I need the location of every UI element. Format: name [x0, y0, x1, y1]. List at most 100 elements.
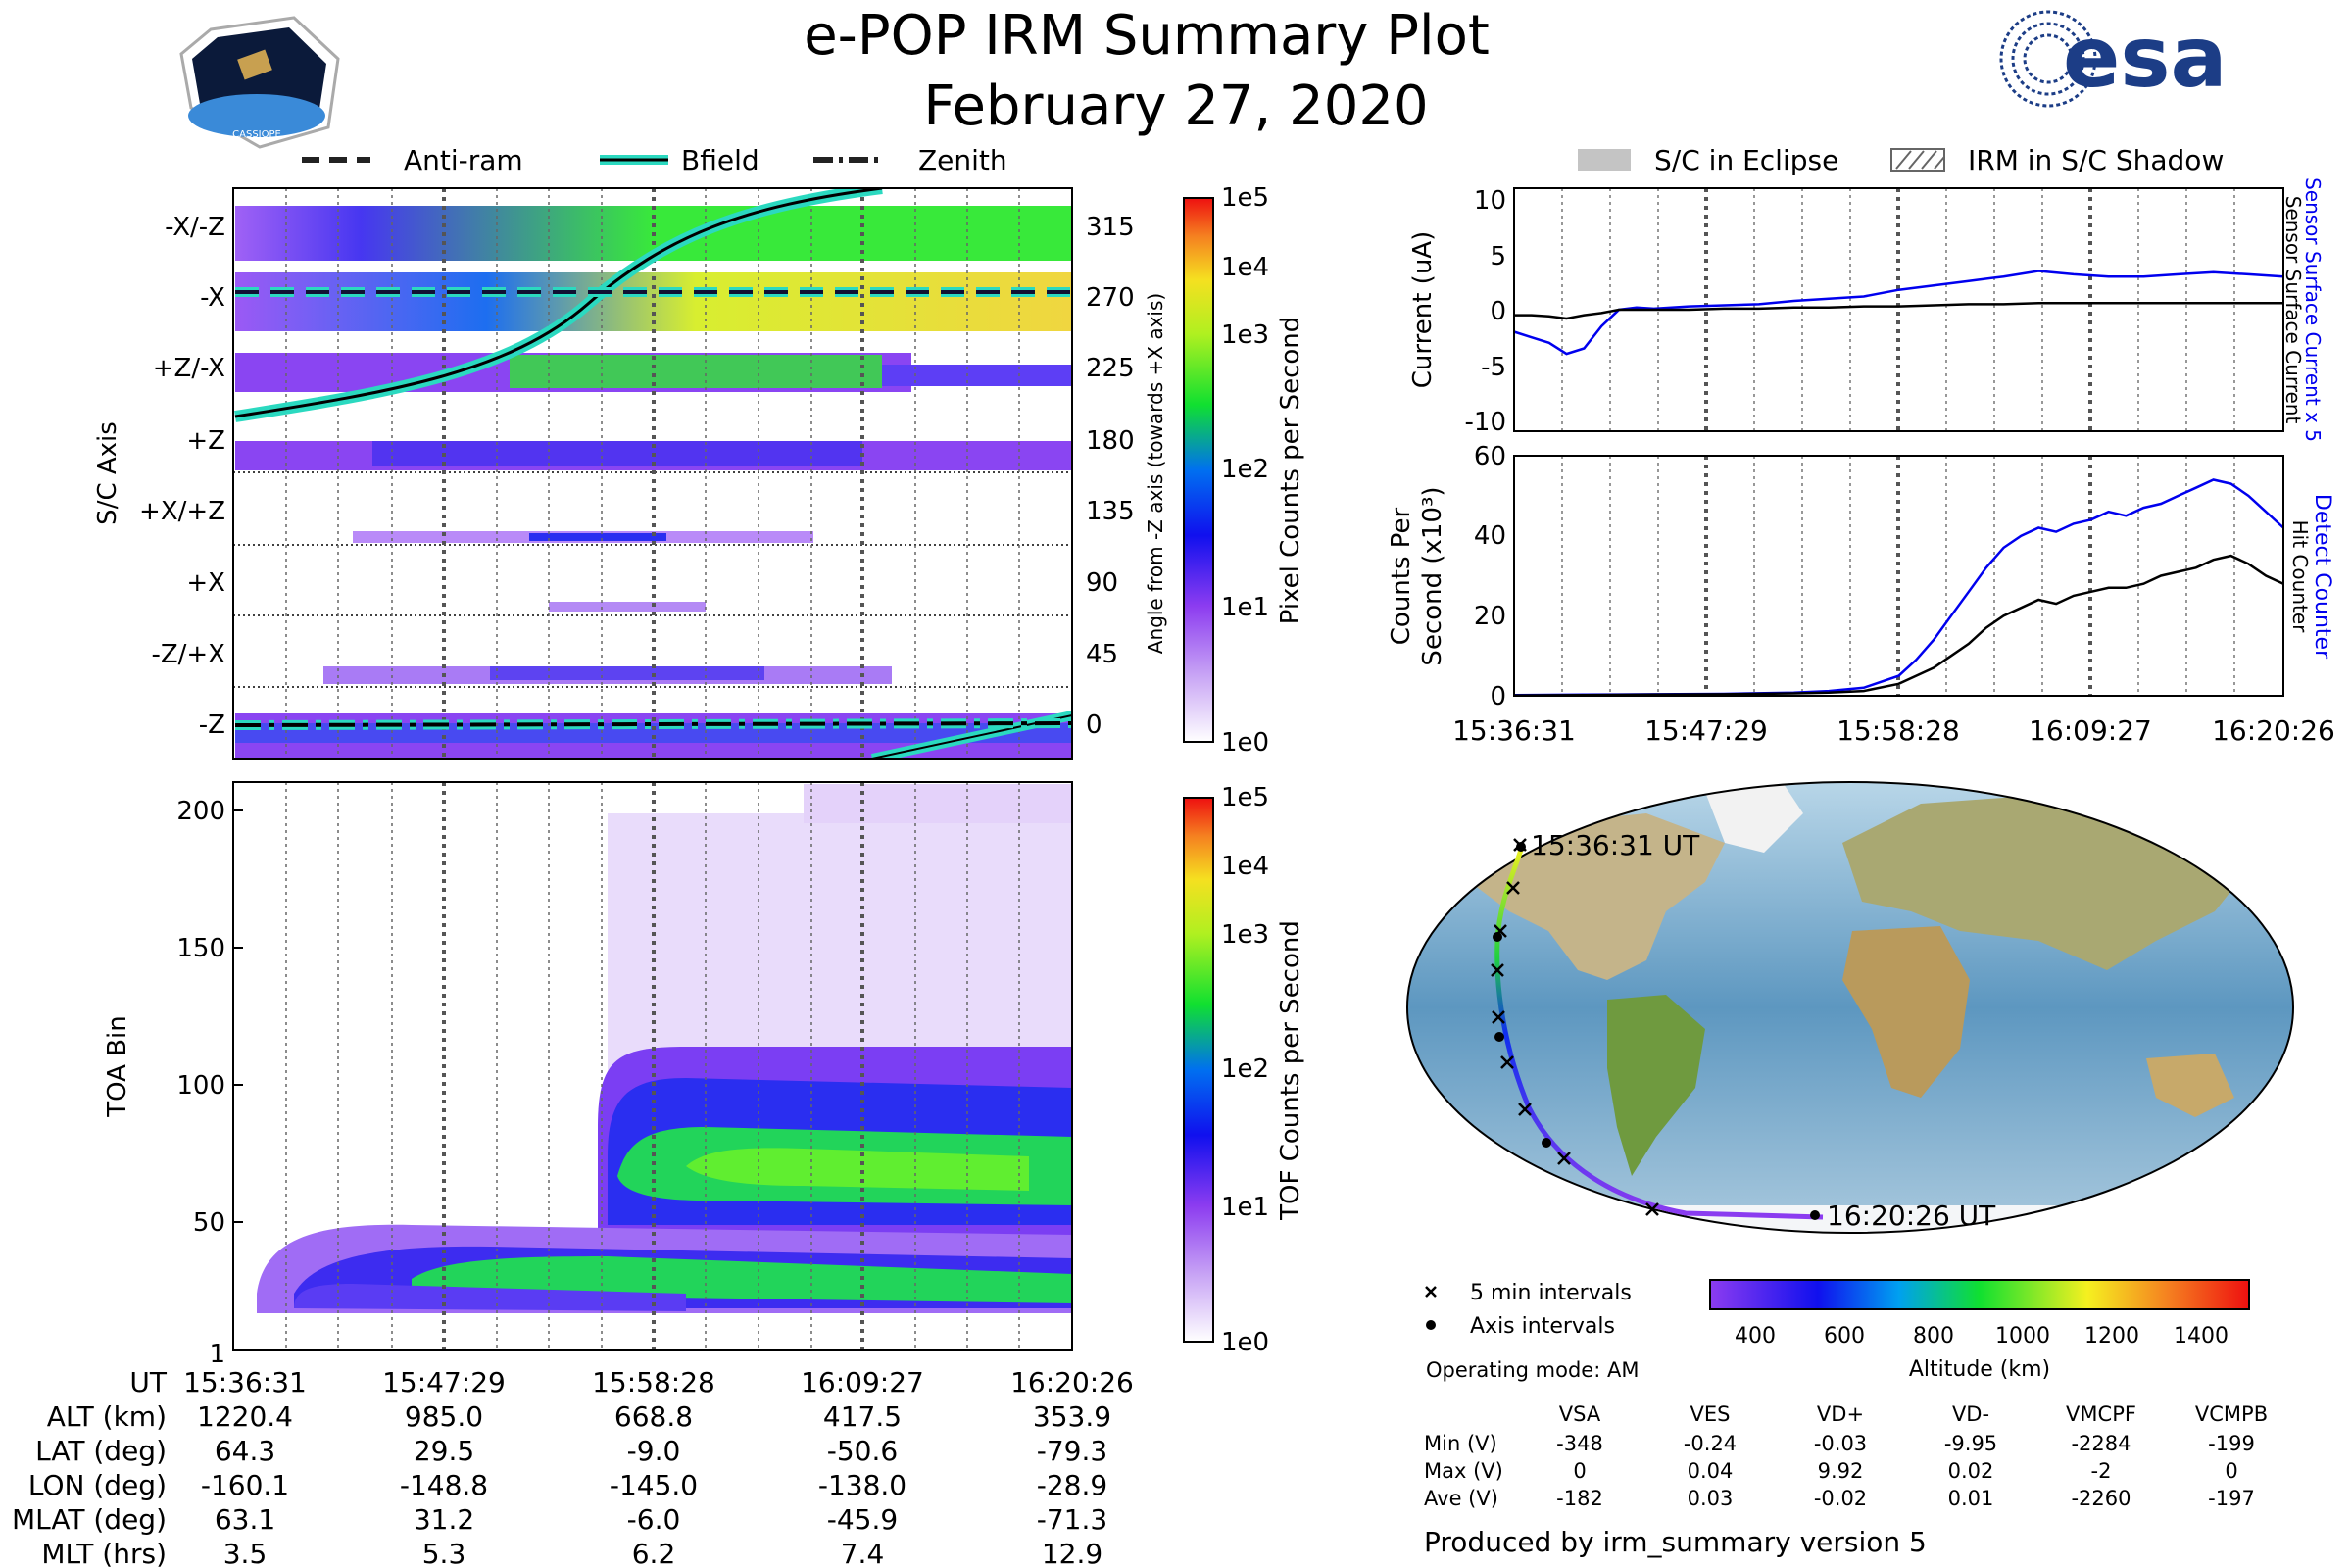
legend-cross-label: 5 min intervals: [1470, 1281, 1632, 1305]
axis-label-px: +X: [186, 568, 225, 598]
eph-ut-3: 16:09:27: [801, 1366, 924, 1398]
volt-row-max: Max (V): [1424, 1459, 1503, 1483]
eph-lat-0: 64.3: [215, 1435, 275, 1467]
eph-lat-3: -50.6: [827, 1435, 898, 1467]
land-africa: [1842, 926, 1970, 1098]
eph-lon-3: -138.0: [818, 1469, 906, 1501]
plot-date: February 27, 2020: [923, 74, 1428, 138]
volt-row-min: Min (V): [1424, 1432, 1497, 1455]
eph-mlt-4: 12.9: [1042, 1538, 1102, 1568]
counts-right-label-black: Hit Counter: [2288, 520, 2312, 633]
eph-lon-4: -28.9: [1037, 1469, 1107, 1501]
volt-max-2: 9.92: [1818, 1459, 1864, 1483]
eph-mlt-3: 7.4: [841, 1538, 885, 1568]
pixel-cb-tick-1e2: 1e2: [1221, 455, 1269, 484]
pixel-cb-tick-1e5: 1e5: [1221, 183, 1269, 213]
alt-tick-600: 600: [1824, 1324, 1865, 1348]
angle-tick-270: 270: [1086, 283, 1135, 313]
eph-alt-0: 1220.4: [197, 1400, 293, 1433]
eph-label-mlt: MLT (hrs): [41, 1538, 167, 1568]
angle-tick-315: 315: [1086, 213, 1135, 242]
legend-top-left: Anti-ram Bfield Zenith: [302, 144, 1007, 176]
esa-logo: esa: [1999, 9, 2228, 108]
altitude-colorbar: 400 600 800 1000 1200 1400 Altitude (km): [1709, 1279, 2250, 1382]
legend-bfield-label: Bfield: [681, 144, 760, 176]
volt-col-vmcpf: VMCPF: [2066, 1402, 2136, 1426]
volt-ave-5: -197: [2208, 1487, 2255, 1510]
sc-axis-panel: -X/-Z -X +Z/-X +Z +X/+Z +X -Z/+X -Z S/C …: [93, 187, 1167, 760]
current-panel: 10 5 0 -5 -10 Current (uA) Sensor Surfac…: [1408, 177, 2325, 442]
produced-by: Produced by irm_summary version 5: [1424, 1526, 1927, 1558]
angle-tick-90: 90: [1086, 568, 1118, 598]
counts-tick-60: 60: [1474, 442, 1506, 471]
counts-tick-0: 0: [1490, 682, 1506, 711]
eph-label-ut: UT: [129, 1366, 167, 1398]
map-legend: 5 min intervals Axis intervals: [1425, 1281, 1632, 1339]
top-gridlines: [285, 188, 1020, 759]
counts-tick-20: 20: [1474, 602, 1506, 631]
orbit-start-label: 15:36:31 UT: [1531, 829, 1700, 861]
counts-ylabel-1: Counts Per: [1387, 507, 1416, 645]
eph-mlt-1: 5.3: [422, 1538, 466, 1568]
counts-series-1: [1513, 554, 2284, 697]
volt-min-2: -0.03: [1814, 1432, 1867, 1455]
legend-dot-icon: [1426, 1320, 1436, 1330]
legend-eclipse-swatch: [1578, 149, 1631, 171]
alt-cb-label: Altitude (km): [1909, 1357, 2050, 1382]
counts-tick-40: 40: [1474, 521, 1506, 551]
counts-x-tick-0: 15:36:31: [1452, 714, 1576, 747]
eph-ut-1: 15:47:29: [382, 1366, 506, 1398]
cassiope-badge: CASSIOPE: [179, 16, 340, 149]
eph-lon-1: -148.8: [400, 1469, 488, 1501]
volt-min-4: -2284: [2071, 1432, 2131, 1455]
volt-ave-0: -182: [1556, 1487, 1603, 1510]
eph-alt-1: 985.0: [405, 1400, 483, 1433]
voltage-table: Operating mode: AM VSA VES VD+ VD- VMCPF…: [1424, 1358, 2268, 1510]
axis-label-pxpz: +X/+Z: [139, 497, 225, 526]
current-ylabel: Current (uA): [1408, 231, 1438, 388]
eph-lat-2: -9.0: [627, 1435, 681, 1467]
land-australia: [2146, 1054, 2234, 1117]
current-tick-10: 10: [1474, 186, 1506, 216]
pixel-cb-tick-1e0: 1e0: [1221, 728, 1269, 758]
land-south-america: [1607, 995, 1705, 1176]
volt-min-5: -199: [2208, 1432, 2255, 1455]
ephemeris-table: UT ALT (km) LAT (deg) LON (deg) MLAT (de…: [12, 1366, 1134, 1568]
eph-lon-2: -145.0: [610, 1469, 698, 1501]
volt-ave-3: 0.01: [1948, 1487, 1994, 1510]
volt-col-vdm: VD-: [1952, 1402, 1989, 1426]
legend-eclipse-label: S/C in Eclipse: [1654, 144, 1838, 176]
pixel-cb-tick-1e1: 1e1: [1221, 593, 1269, 622]
angle-tick-225: 225: [1086, 354, 1135, 383]
counts-series-0: [1513, 478, 2284, 697]
eph-lat-4: -79.3: [1037, 1435, 1107, 1467]
volt-min-0: -348: [1556, 1432, 1603, 1455]
orbit-map: 15:36:31 UT 16:20:26 UT: [1406, 781, 2294, 1234]
orbit-end-label: 16:20:26 UT: [1827, 1200, 1996, 1232]
counts-x-tick-3: 16:09:27: [2029, 714, 2152, 747]
angle-ylabel: Angle from -Z axis (towards +X axis): [1144, 293, 1167, 654]
current-right-label-blue: Sensor Surface Current x 5: [2301, 177, 2325, 442]
pixel-cb-label: Pixel Counts per Second: [1276, 317, 1305, 625]
orbit-axis-markers: [1493, 842, 1820, 1220]
volt-max-3: 0.02: [1948, 1459, 1994, 1483]
axis-label-pz: +Z: [186, 426, 225, 456]
alt-tick-400: 400: [1735, 1324, 1776, 1348]
volt-col-vdp: VD+: [1817, 1402, 1864, 1426]
toa-tick-150: 150: [176, 934, 225, 963]
tof-cb-tick-1e5: 1e5: [1221, 783, 1269, 812]
tof-cb-tick-1e3: 1e3: [1221, 920, 1269, 950]
alt-tick-1200: 1200: [2084, 1324, 2139, 1348]
badge-text: CASSIOPE: [232, 129, 281, 140]
toa-tick-50: 50: [193, 1208, 225, 1238]
axis-label-mxmz: -X/-Z: [165, 213, 225, 242]
page-title: e-POP IRM Summary Plot: [804, 4, 1490, 68]
volt-col-vcmpb: VCMPB: [2195, 1402, 2268, 1426]
legend-top-right: S/C in Eclipse IRM in S/C Shadow: [1578, 144, 2224, 176]
toa-tick-1: 1: [209, 1340, 225, 1369]
toa-tick-200: 200: [176, 797, 225, 826]
axis-label-mz: -Z: [199, 710, 225, 740]
operating-mode: Operating mode: AM: [1426, 1358, 1639, 1382]
land-greenland: [1705, 784, 1803, 853]
